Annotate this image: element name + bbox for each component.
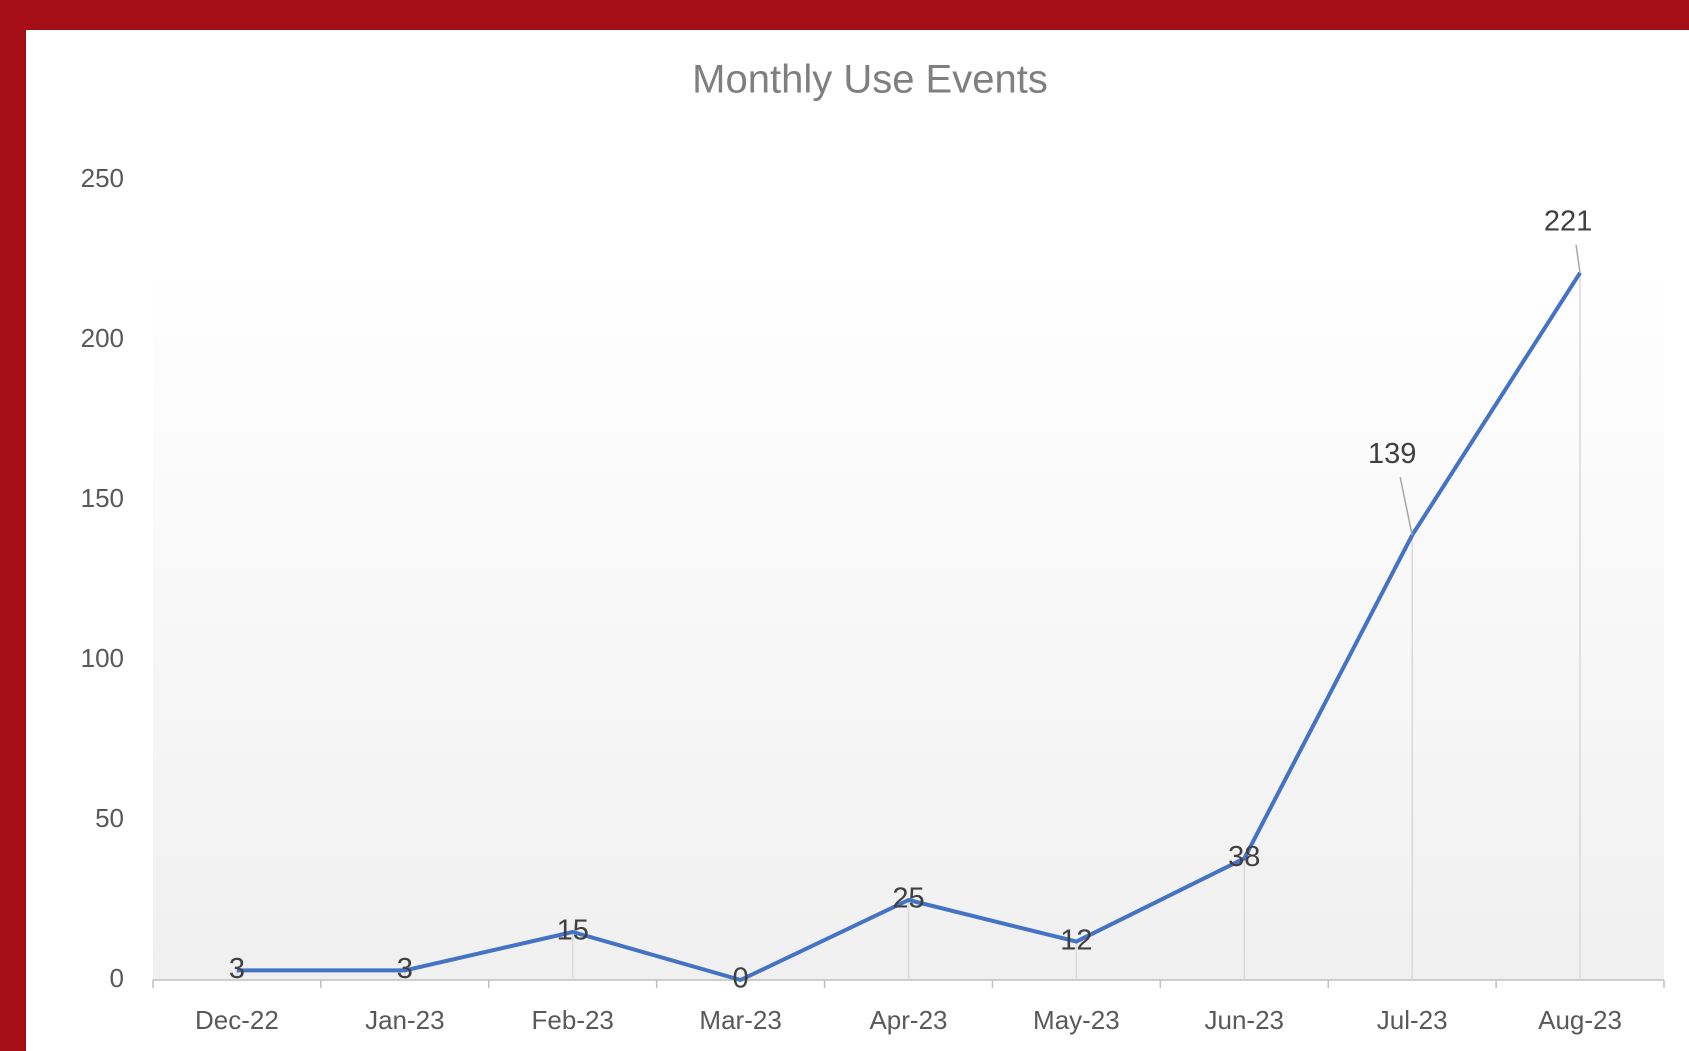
data-label: 38	[1228, 841, 1260, 873]
series-line	[236, 271, 1582, 982]
y-tick-label: 250	[81, 163, 124, 193]
data-label: 221	[1544, 205, 1592, 237]
plot-area	[153, 260, 1664, 980]
data-label: 3	[229, 953, 245, 985]
x-tick-label: Apr-23	[869, 1005, 947, 1035]
x-tick-label: Aug-23	[1538, 1005, 1622, 1035]
data-label: 139	[1368, 438, 1416, 470]
x-tick-label: Feb-23	[532, 1005, 614, 1035]
data-label: 3	[397, 953, 413, 985]
leader-line	[1575, 244, 1581, 273]
x-tick-label: Jun-23	[1205, 1005, 1285, 1035]
y-tick-label: 50	[95, 803, 124, 833]
x-tick-label: Mar-23	[699, 1005, 781, 1035]
data-label: 25	[892, 883, 924, 915]
x-tick-label: Dec-22	[195, 1005, 279, 1035]
chart-title: Monthly Use Events	[692, 58, 1048, 102]
x-tick-label: Jul-23	[1377, 1005, 1448, 1035]
y-tick-label: 0	[110, 963, 124, 993]
x-tick-label: May-23	[1033, 1005, 1120, 1035]
data-label: 12	[1060, 924, 1092, 956]
y-tick-label: 150	[81, 483, 124, 513]
data-label: 0	[733, 963, 749, 995]
data-label: 15	[557, 915, 589, 947]
leader-line	[1399, 477, 1413, 536]
x-tick-label: Jan-23	[365, 1005, 445, 1035]
y-tick-label: 200	[81, 323, 124, 353]
y-tick-label: 100	[81, 643, 124, 673]
